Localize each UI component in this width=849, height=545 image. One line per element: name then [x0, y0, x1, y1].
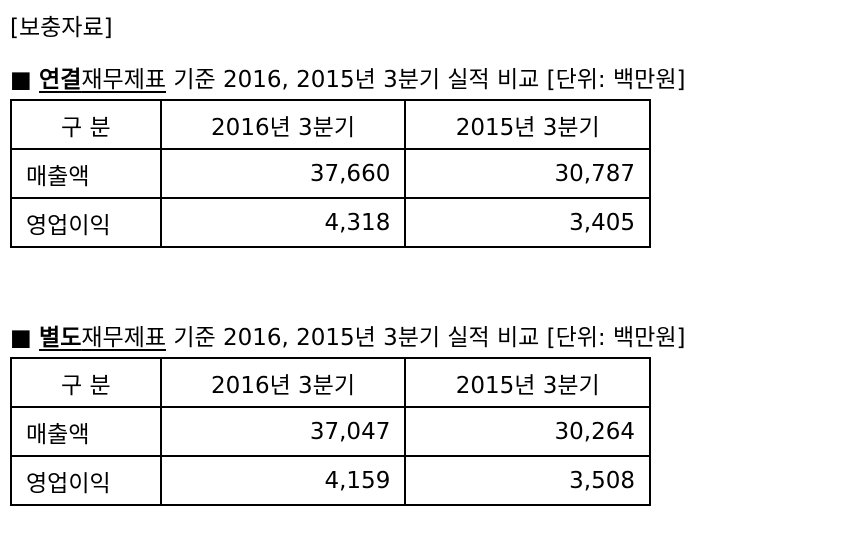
table-cell: 4,318	[159, 197, 407, 248]
header-cell: 구 분	[10, 357, 162, 408]
title-bold: 연결	[39, 67, 82, 93]
data-table: 구 분 2016년 3분기 2015년 3분기 매출액 37,047 30,264 영업이익…	[10, 357, 651, 506]
section-title: ■ 연결재무제표 기준 2016, 2015년 3분기 실적 비교 [단위: 백…	[10, 60, 685, 94]
table-cell: 37,660	[159, 148, 407, 199]
table-row: 매출액 37,047 30,264	[10, 406, 651, 457]
table-cell: 30,264	[404, 406, 651, 457]
table-cell: 4,159	[159, 455, 407, 506]
header-row: 구 분 2016년 3분기 2015년 3분기	[10, 357, 651, 408]
title-underlined-text: 재무제표	[81, 325, 167, 351]
header-row: 구 분 2016년 3분기 2015년 3분기	[10, 99, 651, 150]
table-cell: 매출액	[10, 148, 162, 199]
title-rest: 기준 2016, 2015년 3분기 실적 비교 [단위: 백만원]	[166, 325, 686, 351]
header-cell: 구 분	[10, 99, 162, 150]
title-underlined: 별도재무제표	[39, 325, 166, 351]
table-cell: 30,787	[404, 148, 651, 199]
table-cell: 3,508	[404, 455, 651, 506]
title-underlined: 연결재무제표	[39, 67, 166, 93]
table-row: 영업이익 4,159 3,508	[10, 455, 651, 506]
title-underlined-text: 재무제표	[81, 67, 167, 93]
bullet: ■	[10, 325, 32, 351]
header-cell: 2016년 3분기	[159, 99, 407, 150]
table-row: 매출액 37,660 30,787	[10, 148, 651, 199]
title-bold: 별도	[39, 325, 82, 351]
section-title: ■ 별도재무제표 기준 2016, 2015년 3분기 실적 비교 [단위: 백…	[10, 318, 685, 352]
table-row: 영업이익 4,318 3,405	[10, 197, 651, 248]
table-cell: 37,047	[159, 406, 407, 457]
header: [보충자료]	[10, 15, 113, 41]
title-rest: 기준 2016, 2015년 3분기 실적 비교 [단위: 백만원]	[166, 67, 686, 93]
data-table: 구 분 2016년 3분기 2015년 3분기 매출액 37,660 30,787 영업이익…	[10, 99, 651, 248]
table-cell: 매출액	[10, 406, 162, 457]
header-cell: 2015년 3분기	[404, 99, 651, 150]
header-cell: 2015년 3분기	[404, 357, 651, 408]
table-cell: 영업이익	[10, 197, 162, 248]
table-cell: 3,405	[404, 197, 651, 248]
bullet: ■	[10, 67, 32, 93]
header-cell: 2016년 3분기	[159, 357, 407, 408]
table-cell: 영업이익	[10, 455, 162, 506]
